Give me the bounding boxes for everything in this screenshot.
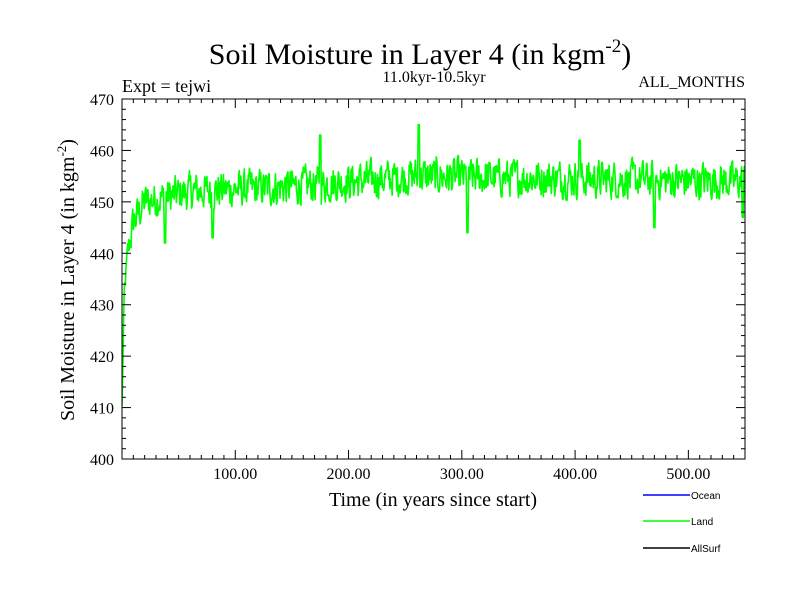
y-tick-label: 410 <box>90 401 114 418</box>
x-tick-label: 100.00 <box>213 466 257 483</box>
chart-title: Soil Moisture in Layer 4 (in kgm-2) <box>209 36 631 71</box>
y-tick-label: 440 <box>90 246 114 263</box>
x-tick-label: 200.00 <box>327 466 371 483</box>
x-axis-label: Time (in years since start) <box>329 489 537 511</box>
x-tick-label: 500.00 <box>666 466 710 483</box>
chart-subtitle: 11.0kyr-10.5kyr <box>382 69 486 86</box>
period-label: ALL_MONTHS <box>638 74 745 91</box>
y-tick-label: 420 <box>90 349 114 366</box>
plot-area: 400 410 420 430 440 450 460 470 100.00 200.00 300.… <box>90 92 746 483</box>
legend-label-ocean: Ocean <box>691 491 720 502</box>
y-tick-label: 400 <box>90 452 114 469</box>
legend-label-allsurf: AllSurf <box>691 544 721 555</box>
y-axis-label-close: ) <box>57 139 79 146</box>
plot-frame <box>121 98 746 460</box>
x-tick-label: 300.00 <box>440 466 484 483</box>
y-tick-label: 460 <box>90 143 114 160</box>
expt-label: Expt = tejwi <box>122 76 211 96</box>
y-tick-label: 450 <box>90 195 114 212</box>
y-axis-label-sup: -2 <box>54 146 69 157</box>
legend: Ocean Land AllSurf <box>643 491 721 555</box>
y-tick-label: 430 <box>90 298 114 315</box>
land-series-line <box>122 123 745 407</box>
chart-title-sup: -2 <box>605 36 621 57</box>
y-tick-label: 470 <box>90 92 114 109</box>
chart-title-close: ) <box>621 38 631 71</box>
x-tick-label: 400.00 <box>553 466 597 483</box>
legend-label-land: Land <box>691 517 713 528</box>
y-axis-label: Soil Moisture in Layer 4 (in kgm-2) <box>54 139 79 421</box>
